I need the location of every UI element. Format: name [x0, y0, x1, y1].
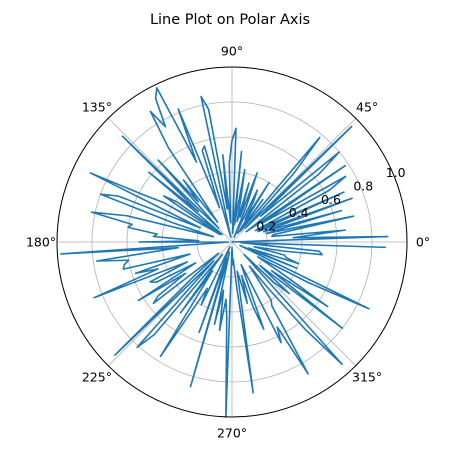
series-line-0 — [60, 87, 389, 418]
theta-tick-label-2: 90° — [221, 44, 243, 59]
theta-tick-label-3: 135° — [82, 99, 112, 114]
polar-frame — [56, 66, 408, 418]
r-tick-label-2: 0.6 — [321, 192, 341, 207]
r-tick-label-0: 0.2 — [256, 219, 276, 234]
theta-tick-label-4: 180° — [26, 235, 56, 250]
r-tick-label-1: 0.4 — [289, 205, 309, 220]
theta-tick-label-0: 0° — [416, 235, 430, 250]
series-layer — [60, 87, 389, 418]
theta-tick-label-6: 270° — [217, 426, 247, 441]
chart-title: Line Plot on Polar Axis — [150, 12, 310, 28]
r-tick-label-4: 1.0 — [386, 165, 406, 180]
theta-tick-label-5: 225° — [82, 370, 112, 385]
theta-tick-label-1: 45° — [356, 99, 378, 114]
r-tick-labels: 0.2 0.4 0.6 0.8 1.0 — [256, 165, 405, 234]
r-tick-label-3: 0.8 — [353, 178, 373, 193]
theta-tick-label-7: 315° — [352, 370, 382, 385]
theta-tick-labels: 0° 45° 90° 135° 180° 225° 270° 315° — [26, 44, 430, 441]
